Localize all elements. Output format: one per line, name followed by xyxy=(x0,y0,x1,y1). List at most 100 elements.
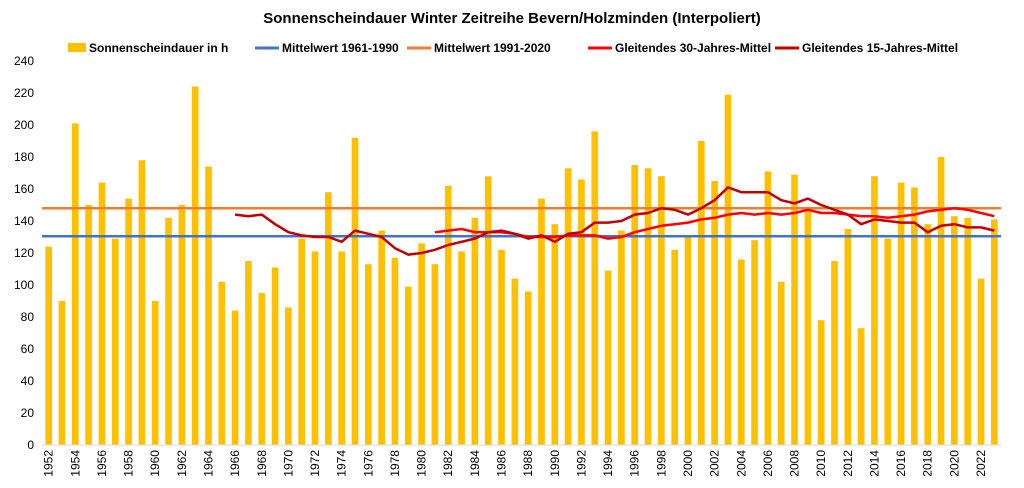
x-tick-label: 1986 xyxy=(495,450,509,477)
bar xyxy=(964,217,972,445)
x-tick-label: 1952 xyxy=(42,450,56,477)
chart-title: Sonnenscheindauer Winter Zeitreihe Bever… xyxy=(263,10,760,27)
moving-average-30-line xyxy=(434,206,995,240)
y-tick-label: 200 xyxy=(14,118,34,132)
bar xyxy=(618,230,625,445)
bar xyxy=(45,246,52,445)
x-tick-label: 1960 xyxy=(148,450,162,477)
bar xyxy=(85,205,92,445)
legend: Sonnenscheindauer in h Mittelwert 1961-1… xyxy=(68,41,958,55)
bar xyxy=(231,310,239,445)
bar xyxy=(604,270,612,445)
y-tick-label: 180 xyxy=(14,150,34,164)
bar xyxy=(298,238,306,445)
legend-label-ma30: Gleitendes 30-Jahres-Mittel xyxy=(615,41,771,55)
bar xyxy=(378,230,385,445)
x-tick-label: 1974 xyxy=(335,450,349,477)
legend-item-ma30: Gleitendes 30-Jahres-Mittel xyxy=(588,41,771,55)
bar xyxy=(338,251,346,445)
bar xyxy=(711,181,718,445)
bar xyxy=(258,293,266,445)
legend-item-ma15: Gleitendes 15-Jahres-Mittel xyxy=(775,41,958,55)
x-tick-label: 2018 xyxy=(921,450,935,477)
bar xyxy=(551,224,559,445)
bar xyxy=(444,185,452,446)
y-tick-label: 120 xyxy=(14,246,34,260)
bar xyxy=(165,217,172,445)
x-tick-label: 1980 xyxy=(415,450,429,477)
legend-label-ma15: Gleitendes 15-Jahres-Mittel xyxy=(802,41,958,55)
x-tick-label: 2000 xyxy=(681,450,695,477)
x-tick-label: 2012 xyxy=(841,450,855,477)
bar xyxy=(924,224,932,445)
bar xyxy=(911,187,918,445)
x-tick-label: 1962 xyxy=(175,450,189,477)
x-tick-label: 2002 xyxy=(708,450,722,477)
bar xyxy=(831,261,838,445)
x-tick-label: 1998 xyxy=(654,450,668,477)
y-axis: 0 20 40 60 80 100 120 140 160 180 200 220 240 xyxy=(14,54,34,452)
bar xyxy=(351,137,359,446)
bar xyxy=(484,176,492,445)
y-tick-label: 60 xyxy=(21,342,35,356)
bar xyxy=(138,160,146,445)
legend-item-bars: Sonnenscheindauer in h xyxy=(68,41,228,55)
bar xyxy=(285,307,292,445)
y-tick-label: 140 xyxy=(14,214,34,228)
legend-label-mean-1961-1990: Mittelwert 1961-1990 xyxy=(282,41,399,55)
y-tick-label: 20 xyxy=(21,406,35,420)
x-tick-label: 1984 xyxy=(468,450,482,477)
bar xyxy=(777,281,785,445)
x-tick-label: 2022 xyxy=(974,450,988,477)
bar xyxy=(218,281,226,445)
bar xyxy=(311,251,319,445)
bar xyxy=(991,219,998,445)
bar xyxy=(418,243,425,445)
bar xyxy=(325,192,332,445)
y-tick-label: 160 xyxy=(14,182,34,196)
x-tick-label: 2006 xyxy=(761,450,775,477)
x-tick-label: 1992 xyxy=(574,450,588,477)
x-tick-label: 1968 xyxy=(255,450,269,477)
bar xyxy=(737,259,745,445)
bar xyxy=(644,168,652,445)
bar xyxy=(857,328,865,445)
bar xyxy=(684,237,692,445)
moving-average-15-line xyxy=(234,186,995,256)
bar xyxy=(404,286,412,445)
x-tick-label: 2014 xyxy=(867,450,881,477)
bar xyxy=(724,94,732,445)
bar xyxy=(191,86,199,445)
x-tick-label: 1976 xyxy=(361,450,375,477)
legend-item-mean-1961-1990: Mittelwert 1961-1990 xyxy=(255,41,399,55)
y-tick-label: 100 xyxy=(14,278,34,292)
bar xyxy=(471,217,479,445)
x-tick-label: 1996 xyxy=(628,450,642,477)
bar xyxy=(564,168,572,445)
x-tick-label: 1988 xyxy=(521,450,535,477)
bar xyxy=(431,264,439,445)
bar xyxy=(764,171,772,445)
bar xyxy=(791,174,798,445)
y-tick-label: 0 xyxy=(27,438,34,452)
x-tick-label: 2008 xyxy=(788,450,802,477)
bar xyxy=(671,249,679,445)
x-tick-label: 1982 xyxy=(441,450,455,477)
x-tick-label: 1954 xyxy=(68,450,82,477)
x-tick-label: 1964 xyxy=(201,450,215,477)
legend-swatch-bars xyxy=(68,43,86,52)
bar xyxy=(245,261,252,445)
x-tick-label: 1994 xyxy=(601,450,615,477)
bar xyxy=(897,182,905,445)
bar xyxy=(578,179,585,445)
bar xyxy=(271,267,279,445)
bar xyxy=(391,257,399,445)
bar xyxy=(498,249,505,445)
legend-label-bars: Sonnenscheindauer in h xyxy=(89,41,228,55)
bar xyxy=(951,216,958,445)
bar xyxy=(111,238,119,445)
bar xyxy=(58,301,66,445)
bar xyxy=(511,278,519,445)
x-tick-label: 2010 xyxy=(814,450,828,477)
bar-series xyxy=(45,86,998,446)
